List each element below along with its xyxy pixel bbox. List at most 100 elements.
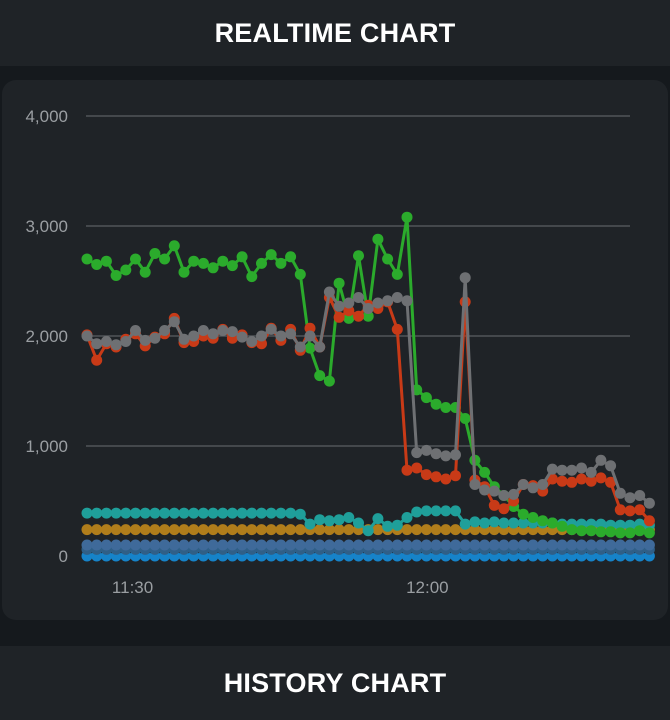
history-chart-title: HISTORY CHART [223, 667, 447, 698]
data-point [353, 539, 364, 551]
data-point [265, 524, 277, 536]
data-point [275, 257, 287, 269]
data-point [498, 490, 510, 501]
data-point [149, 507, 161, 519]
data-point [236, 251, 248, 263]
data-point [450, 539, 461, 551]
data-point [207, 507, 219, 519]
data-point [275, 539, 287, 551]
data-point [285, 328, 297, 340]
history-chart-header: HISTORY CHART [0, 646, 670, 720]
data-point [517, 539, 529, 551]
data-point [246, 524, 258, 536]
data-point [527, 482, 539, 494]
y-tick-label: 0 [59, 547, 68, 566]
data-point [614, 487, 626, 499]
data-point [120, 524, 132, 536]
data-point [81, 253, 93, 265]
data-point [139, 507, 151, 519]
data-point [168, 539, 180, 551]
data-point [634, 539, 646, 551]
data-point [343, 305, 355, 317]
data-point [430, 398, 442, 410]
data-point [517, 517, 529, 529]
data-point [285, 507, 297, 519]
data-point [420, 392, 432, 404]
data-point [130, 253, 141, 265]
data-point [411, 539, 423, 551]
data-point [343, 297, 355, 309]
data-point [236, 524, 248, 536]
data-point [217, 325, 229, 336]
data-point [498, 517, 510, 529]
data-point [566, 539, 578, 551]
data-point [479, 539, 491, 551]
data-point [120, 336, 132, 347]
x-axis-ticks: 11:30 12:00 [112, 578, 449, 597]
data-point [343, 312, 355, 324]
data-point [624, 492, 636, 504]
data-point [576, 525, 587, 537]
data-point [188, 539, 200, 551]
series-layer [81, 211, 655, 562]
data-point [614, 504, 626, 516]
data-point [401, 524, 413, 536]
data-point [304, 342, 316, 354]
data-point [178, 266, 190, 278]
data-point [91, 354, 103, 366]
data-point [411, 506, 423, 518]
data-point [217, 539, 229, 551]
data-point [110, 270, 122, 281]
data-point [275, 330, 287, 342]
data-point [498, 539, 510, 551]
data-point [614, 527, 626, 539]
data-point [595, 472, 607, 484]
data-point [275, 507, 287, 519]
data-point [265, 507, 277, 519]
data-point [527, 512, 539, 523]
data-point [139, 524, 151, 536]
data-point [304, 518, 316, 530]
data-point [595, 526, 607, 538]
data-point [110, 507, 122, 519]
data-point [304, 322, 316, 334]
data-point [246, 507, 258, 519]
data-point [420, 505, 432, 517]
data-point [595, 454, 607, 466]
data-point [420, 539, 432, 551]
data-point [343, 539, 355, 551]
data-point [91, 507, 103, 519]
data-point [159, 325, 171, 336]
data-point [178, 539, 190, 551]
data-point [556, 464, 568, 476]
data-point [585, 525, 597, 537]
data-point [294, 524, 306, 536]
data-point [420, 469, 432, 481]
data-point [440, 539, 452, 551]
data-point [188, 255, 200, 267]
x-tick-label: 12:00 [406, 578, 449, 597]
data-point [91, 539, 103, 551]
data-point [430, 471, 442, 483]
data-point [401, 512, 413, 523]
data-point [304, 539, 316, 551]
data-point [643, 527, 655, 539]
data-point [508, 539, 520, 551]
data-point [197, 524, 209, 536]
data-point [314, 341, 326, 353]
data-point [537, 479, 549, 490]
data-point [343, 524, 355, 536]
data-point [450, 524, 461, 536]
data-point [595, 539, 607, 551]
series-2 [81, 211, 655, 539]
data-point [110, 339, 122, 351]
data-point [81, 539, 93, 551]
data-point [605, 539, 617, 551]
data-point [498, 503, 510, 515]
data-point [81, 524, 93, 536]
data-point [372, 539, 384, 551]
data-point [517, 479, 529, 490]
data-point [469, 479, 481, 490]
data-point [353, 250, 364, 262]
data-point [168, 524, 180, 536]
